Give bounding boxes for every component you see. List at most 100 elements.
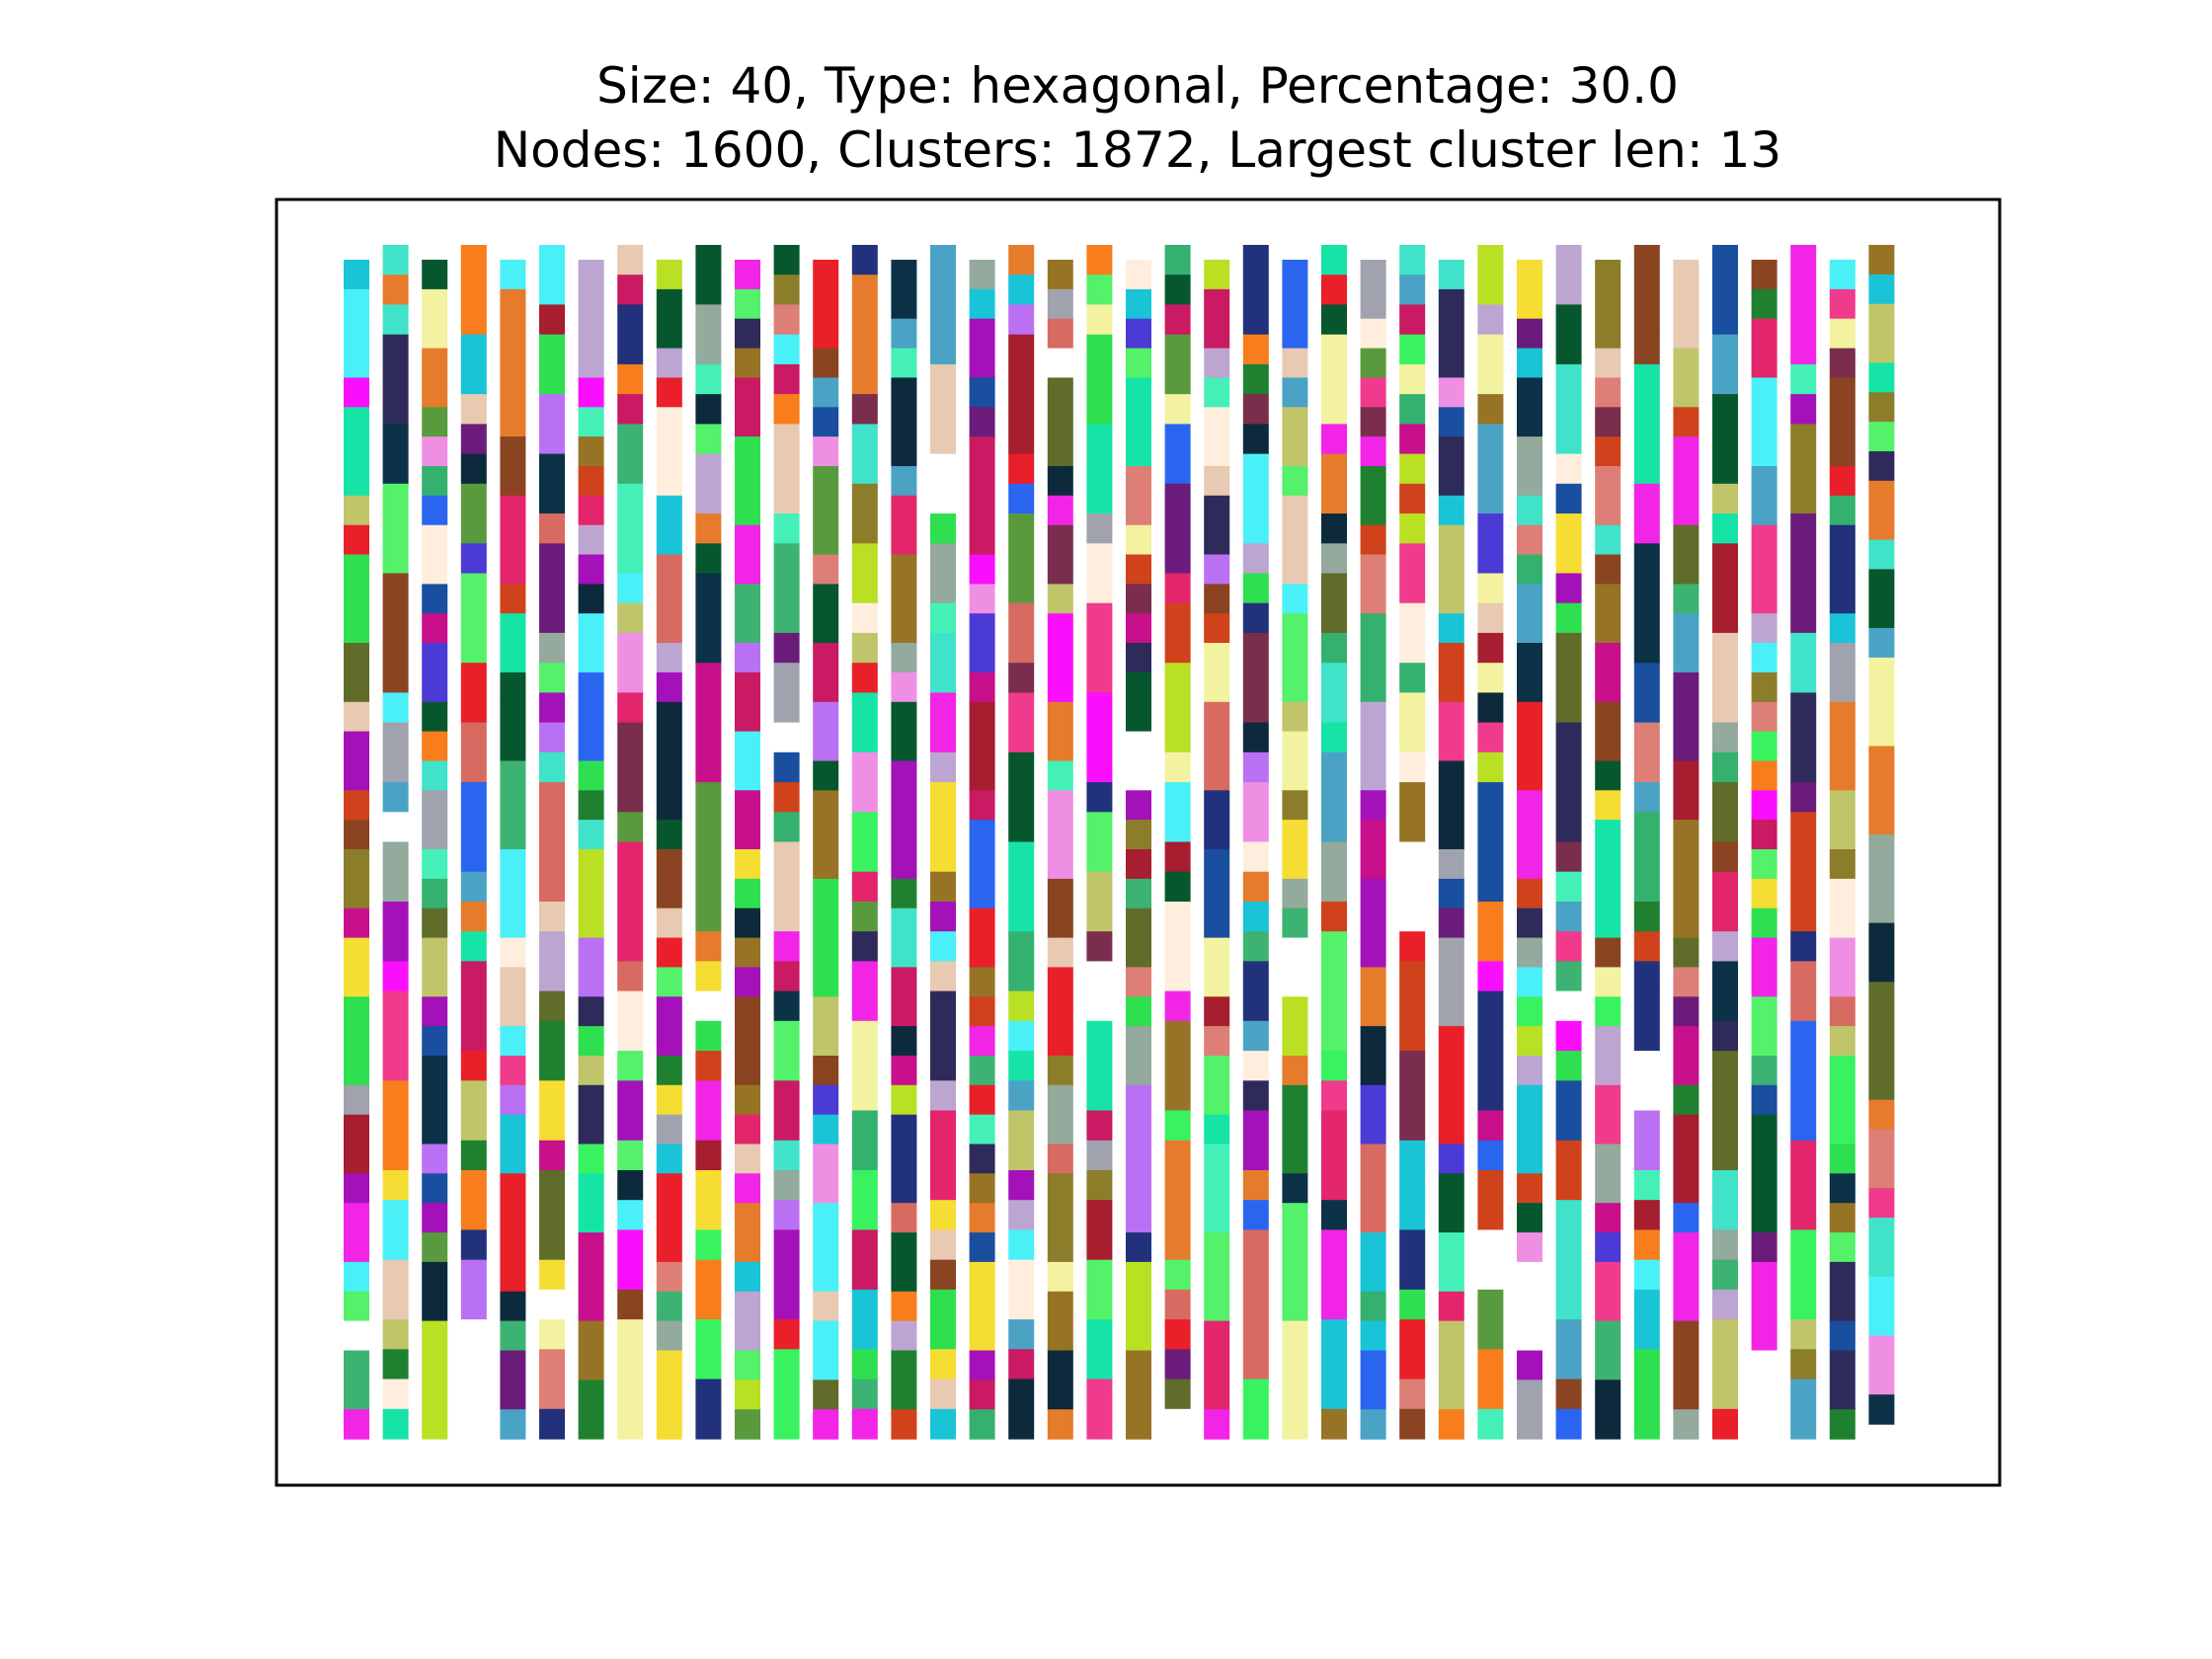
cluster-cell	[1164, 902, 1191, 992]
cluster-cell	[969, 1056, 995, 1086]
cluster-cell	[1595, 1144, 1621, 1204]
cluster-cell	[1047, 701, 1073, 762]
cluster-cell	[539, 453, 565, 514]
cluster-cell	[1282, 466, 1308, 497]
cluster-cell	[1008, 245, 1035, 276]
cluster-cell	[539, 722, 565, 753]
cluster-cell	[500, 436, 526, 497]
cluster-cell	[1438, 1409, 1464, 1440]
cluster-cell	[344, 554, 369, 644]
cluster-cell	[1047, 878, 1073, 939]
cluster-cell	[422, 348, 448, 408]
cluster-cell	[695, 573, 722, 664]
cluster-cell	[1477, 1110, 1504, 1142]
cluster-cell	[617, 961, 644, 992]
cluster-cell	[1047, 967, 1073, 1057]
cluster-cell	[1633, 334, 1660, 365]
cluster-cell	[773, 1140, 800, 1171]
cluster-cell	[1555, 483, 1582, 514]
cluster-cell	[891, 1350, 917, 1410]
cluster-cell	[500, 495, 526, 585]
cluster-cell	[617, 1319, 644, 1440]
cluster-cell	[1790, 1020, 1817, 1142]
cluster-cell	[1008, 602, 1035, 664]
cluster-cell	[1242, 1110, 1269, 1171]
cluster-cell	[539, 543, 565, 634]
cluster-cell	[1126, 318, 1151, 350]
cluster-cell	[422, 1232, 448, 1263]
cluster-cell	[969, 554, 995, 585]
cluster-cell	[969, 1173, 995, 1204]
cluster-cell	[1790, 722, 1817, 783]
cluster-cell	[1047, 760, 1073, 791]
cluster-cell	[1829, 260, 1856, 290]
cluster-cell	[1595, 260, 1621, 350]
cluster-cell	[1829, 849, 1856, 880]
cluster-cell	[617, 304, 644, 365]
cluster-cell	[1242, 961, 1269, 1022]
cluster-cell	[422, 1144, 448, 1174]
cluster-cell	[735, 878, 760, 909]
cluster-cell	[851, 543, 878, 604]
cluster-cell	[1477, 692, 1504, 724]
cluster-cell	[1047, 1350, 1073, 1410]
cluster-cell	[344, 996, 369, 1086]
cluster-cell	[851, 275, 878, 395]
cluster-cell	[1595, 1261, 1621, 1322]
cluster-cell	[969, 996, 995, 1027]
cluster-cell	[1517, 1350, 1542, 1381]
cluster-cell	[969, 790, 995, 821]
cluster-cell	[422, 908, 448, 939]
cluster-cell	[773, 275, 800, 305]
cluster-cell	[813, 1056, 839, 1086]
cluster-cell	[539, 1020, 565, 1081]
cluster-cell	[1321, 1229, 1347, 1320]
cluster-cell	[656, 1144, 682, 1174]
cluster-cell	[382, 573, 409, 693]
cluster-cell	[1712, 1229, 1738, 1261]
cluster-cell	[1438, 288, 1464, 379]
cluster-cell	[930, 363, 956, 455]
cluster-cell	[1868, 569, 1895, 599]
cluster-cell	[1282, 495, 1308, 585]
cluster-cell	[500, 288, 526, 350]
cluster-cell	[1477, 990, 1504, 1112]
cluster-cell	[1868, 451, 1895, 482]
cluster-cell	[578, 760, 604, 791]
cluster-cell	[1164, 1140, 1191, 1261]
cluster-cell	[1204, 1114, 1230, 1146]
cluster-cell	[1829, 1232, 1856, 1263]
cluster-cell	[1399, 751, 1426, 783]
cluster-cell	[1673, 1203, 1699, 1233]
cluster-cell	[851, 961, 878, 1022]
cluster-cell	[1595, 407, 1621, 437]
cluster-cell	[460, 483, 487, 544]
cluster-cell	[382, 902, 409, 963]
cluster-cell	[1399, 1229, 1426, 1291]
cluster-cell	[1517, 908, 1542, 939]
cluster-cell	[1633, 722, 1660, 783]
cluster-cell	[891, 1056, 917, 1086]
cluster-cell	[344, 260, 369, 290]
cluster-cell	[1360, 1350, 1386, 1410]
cluster-cell	[1360, 260, 1386, 320]
cluster-cell	[851, 663, 878, 693]
cluster-cell	[1242, 751, 1269, 783]
cluster-cell	[1751, 760, 1778, 791]
cluster-cell	[1399, 961, 1426, 1052]
cluster-cell	[1008, 931, 1035, 992]
cluster-cell	[813, 436, 839, 467]
cluster-cell	[617, 424, 644, 485]
cluster-cell	[1555, 363, 1582, 455]
cluster-cell	[617, 483, 644, 575]
cluster-cell	[735, 937, 760, 969]
cluster-cell	[1086, 1259, 1113, 1320]
cluster-cell	[1829, 790, 1856, 850]
cluster-cell	[1399, 334, 1426, 365]
cluster-cell	[1633, 363, 1660, 485]
cluster-cell	[1242, 1200, 1269, 1230]
cluster-cell	[1829, 1173, 1856, 1204]
cluster-cell	[422, 495, 448, 526]
cluster-cell	[460, 424, 487, 455]
cluster-cell	[1360, 1409, 1386, 1440]
